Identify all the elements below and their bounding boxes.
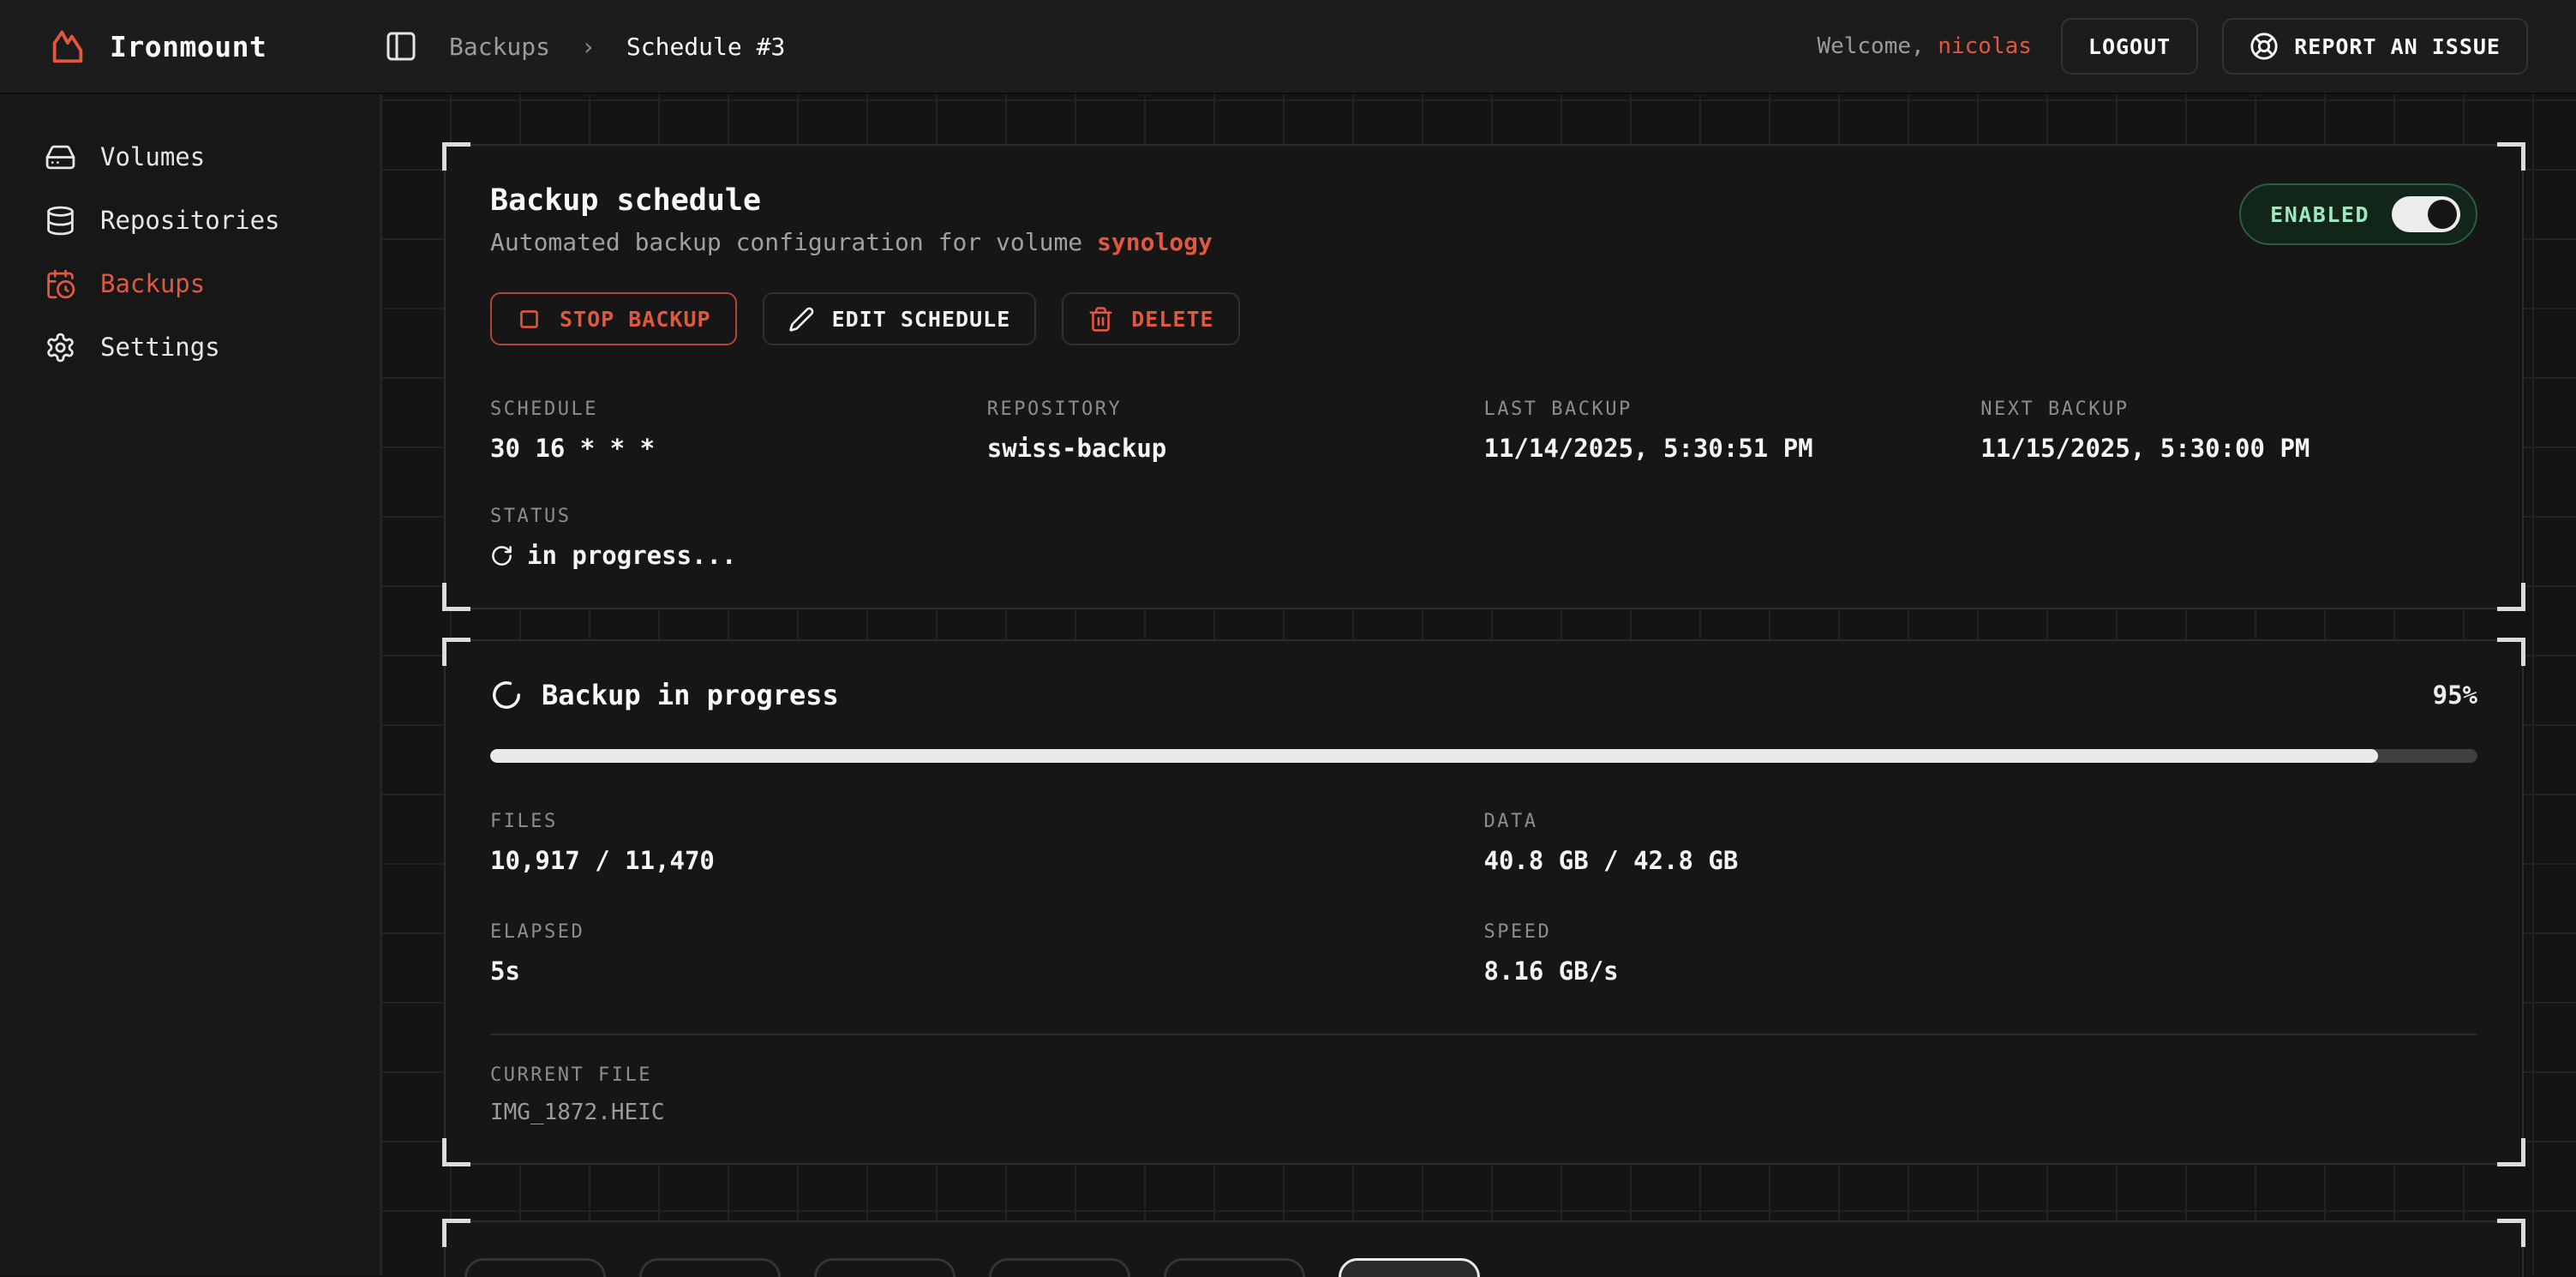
breadcrumb-separator-icon: ›	[581, 32, 596, 61]
sidebar-item-repositories[interactable]: Repositories	[0, 189, 380, 252]
history-item[interactable]: Nov 13 06:04 PM 92.2 GB	[814, 1258, 956, 1277]
page-title: Backup schedule	[490, 183, 762, 218]
corner-bracket	[442, 583, 470, 611]
status-text: in progress...	[527, 541, 737, 570]
card-heading: Backup schedule Automated backup configu…	[490, 183, 1213, 256]
report-issue-button[interactable]: REPORT AN ISSUE	[2222, 18, 2528, 75]
stop-square-icon	[516, 306, 542, 333]
panel-left-icon[interactable]	[384, 29, 418, 63]
stat-data: DATA 40.8 GB / 42.8 GB	[1483, 811, 1739, 875]
divider	[490, 1034, 2477, 1035]
volume-name: synology	[1097, 228, 1213, 256]
breadcrumb-parent[interactable]: Backups	[449, 32, 551, 61]
history-item[interactable]: Nov 13 08:52 PM 92.2 GB	[1164, 1258, 1305, 1277]
breadcrumb-current: Schedule #3	[626, 32, 786, 61]
corner-bracket	[442, 1138, 470, 1166]
corner-bracket	[442, 142, 470, 171]
progress-bar	[490, 749, 2477, 763]
stat-elapsed: ELAPSED 5s	[490, 921, 585, 986]
field-schedule: SCHEDULE 30 16 * * *	[490, 399, 656, 463]
topbar: Ironmount Backups › Schedule #3 Welcome,…	[0, 0, 2576, 94]
corner-bracket	[2497, 583, 2525, 611]
progress-title: Backup in progress	[490, 679, 839, 711]
toggle-knob	[2428, 200, 2457, 229]
history-item[interactable]: Nov 12 05:30 PM 92.2 GB	[464, 1258, 606, 1277]
current-file-name: IMG_1872.HEIC	[490, 1100, 665, 1125]
history-row: Nov 12 05:30 PM 92.2 GB Nov 13 05:30 PM …	[464, 1258, 2503, 1277]
backup-schedule-card: Backup schedule Automated backup configu…	[442, 142, 2525, 611]
current-file: CURRENT FILE IMG_1872.HEIC	[490, 1064, 2477, 1125]
schedule-fields: SCHEDULE 30 16 * * * REPOSITORY swiss-ba…	[490, 399, 2477, 570]
enabled-label: ENABLED	[2270, 201, 2369, 227]
logout-button[interactable]: LOGOUT	[2060, 18, 2199, 75]
field-next-backup: NEXT BACKUP 11/15/2025, 5:30:00 PM	[1980, 399, 2310, 463]
sidebar-item-label: Volumes	[100, 142, 206, 171]
stat-files: FILES 10,917 / 11,470	[490, 811, 715, 875]
database-icon	[45, 205, 76, 237]
sidebar-item-label: Backups	[100, 269, 206, 298]
sidebar-item-settings[interactable]: Settings	[0, 315, 380, 379]
refresh-icon	[490, 544, 513, 567]
history-item[interactable]: Nov 13 05:30 PM 92.2 GB	[639, 1258, 781, 1277]
enabled-toggle[interactable]: ENABLED	[2239, 183, 2477, 245]
gear-icon	[45, 332, 76, 363]
hard-drive-icon	[45, 141, 76, 173]
schedule-actions: STOP BACKUP EDIT SCHEDULE	[490, 292, 2477, 345]
trash-icon	[1087, 306, 1114, 333]
mountain-logo-icon	[48, 27, 87, 66]
sidebar-item-volumes[interactable]: Volumes	[0, 125, 380, 189]
corner-bracket	[2497, 142, 2525, 171]
toggle-switch[interactable]	[2392, 196, 2460, 232]
delete-button[interactable]: DELETE	[1062, 292, 1240, 345]
stop-backup-button[interactable]: STOP BACKUP	[490, 292, 737, 345]
sidebar-item-label: Settings	[100, 333, 220, 362]
brand: Ironmount	[48, 27, 384, 66]
backup-history-card: Nov 12 05:30 PM 92.2 GB Nov 13 05:30 PM …	[442, 1219, 2525, 1277]
welcome-text: Welcome, nicolas	[1817, 33, 2032, 59]
pencil-icon	[788, 306, 815, 333]
topbar-right: Welcome, nicolas LOGOUT REPORT AN ISSUE	[1817, 18, 2528, 75]
corner-bracket	[442, 1219, 470, 1247]
sidebar: Volumes Repositories Backups	[0, 94, 381, 1275]
progress-percent: 95%	[2432, 680, 2477, 710]
progress-fill	[490, 749, 2379, 763]
main-content: Backup schedule Automated backup configu…	[381, 94, 2576, 1277]
progress-stats: FILES 10,917 / 11,470 DATA 40.8 GB / 42.…	[490, 811, 2477, 986]
app-title: Ironmount	[110, 29, 267, 63]
calendar-clock-icon	[45, 268, 76, 300]
field-repository: REPOSITORY swiss-backup	[986, 399, 1167, 463]
field-status: STATUS in progress...	[490, 506, 737, 570]
backup-progress-card: Backup in progress 95% FILES 10,917 / 11…	[442, 638, 2525, 1166]
spinner-icon	[490, 679, 523, 711]
corner-bracket	[2497, 1138, 2525, 1166]
field-last-backup: LAST BACKUP 11/14/2025, 5:30:51 PM	[1483, 399, 1813, 463]
username: nicolas	[1938, 33, 2032, 59]
card-subtitle: Automated backup configuration for volum…	[490, 228, 1213, 256]
corner-bracket	[2497, 638, 2525, 666]
breadcrumb: Backups › Schedule #3	[384, 29, 785, 63]
sidebar-item-label: Repositories	[100, 206, 280, 235]
corner-bracket	[442, 638, 470, 666]
history-item[interactable]: Nov 13 06:05 PM 92.2 GB	[989, 1258, 1130, 1277]
edit-schedule-button[interactable]: EDIT SCHEDULE	[762, 292, 1037, 345]
sidebar-item-backups[interactable]: Backups	[0, 252, 380, 315]
corner-bracket	[2497, 1219, 2525, 1247]
lifebuoy-icon	[2250, 32, 2279, 61]
history-item-selected[interactable]: Nov 14 05:30 PM 92.2 GB	[1339, 1258, 1480, 1277]
stat-speed: SPEED 8.16 GB/s	[1483, 921, 1619, 986]
